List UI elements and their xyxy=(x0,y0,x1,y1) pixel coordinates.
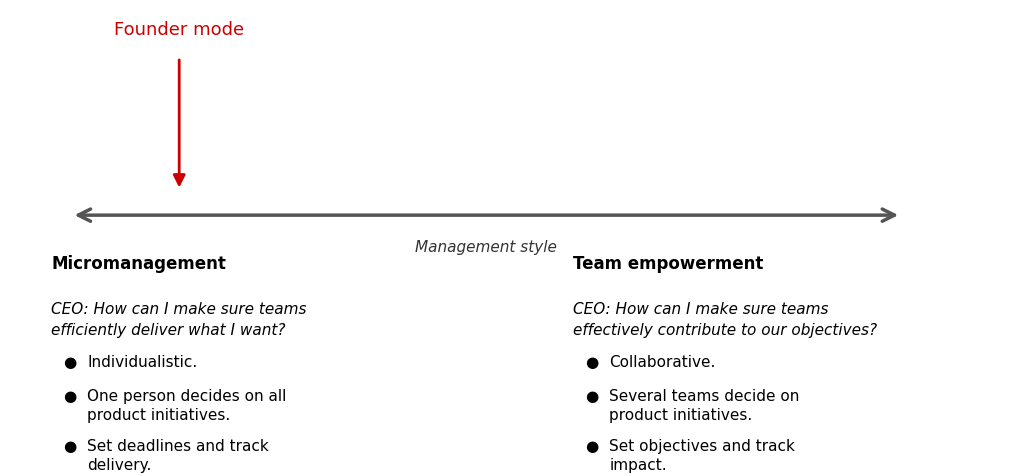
Text: ●: ● xyxy=(586,439,598,454)
Text: ●: ● xyxy=(63,439,76,454)
Text: One person decides on all
product initiatives.: One person decides on all product initia… xyxy=(87,389,287,423)
Text: ●: ● xyxy=(586,355,598,370)
Text: Founder mode: Founder mode xyxy=(114,21,245,40)
Text: ●: ● xyxy=(63,355,76,370)
Text: ●: ● xyxy=(63,389,76,404)
Text: CEO: How can I make sure teams
efficiently deliver what I want?: CEO: How can I make sure teams efficient… xyxy=(51,302,307,338)
Text: Several teams decide on
product initiatives.: Several teams decide on product initiati… xyxy=(609,389,800,423)
Text: Collaborative.: Collaborative. xyxy=(609,355,716,370)
Text: ●: ● xyxy=(586,389,598,404)
Text: Management style: Management style xyxy=(416,240,557,256)
Text: Micromanagement: Micromanagement xyxy=(51,255,226,273)
Text: CEO: How can I make sure teams
effectively contribute to our objectives?: CEO: How can I make sure teams effective… xyxy=(573,302,878,338)
Text: Individualistic.: Individualistic. xyxy=(87,355,198,370)
Text: Team empowerment: Team empowerment xyxy=(573,255,764,273)
Text: Set objectives and track
impact.: Set objectives and track impact. xyxy=(609,439,796,473)
Text: Set deadlines and track
delivery.: Set deadlines and track delivery. xyxy=(87,439,268,473)
